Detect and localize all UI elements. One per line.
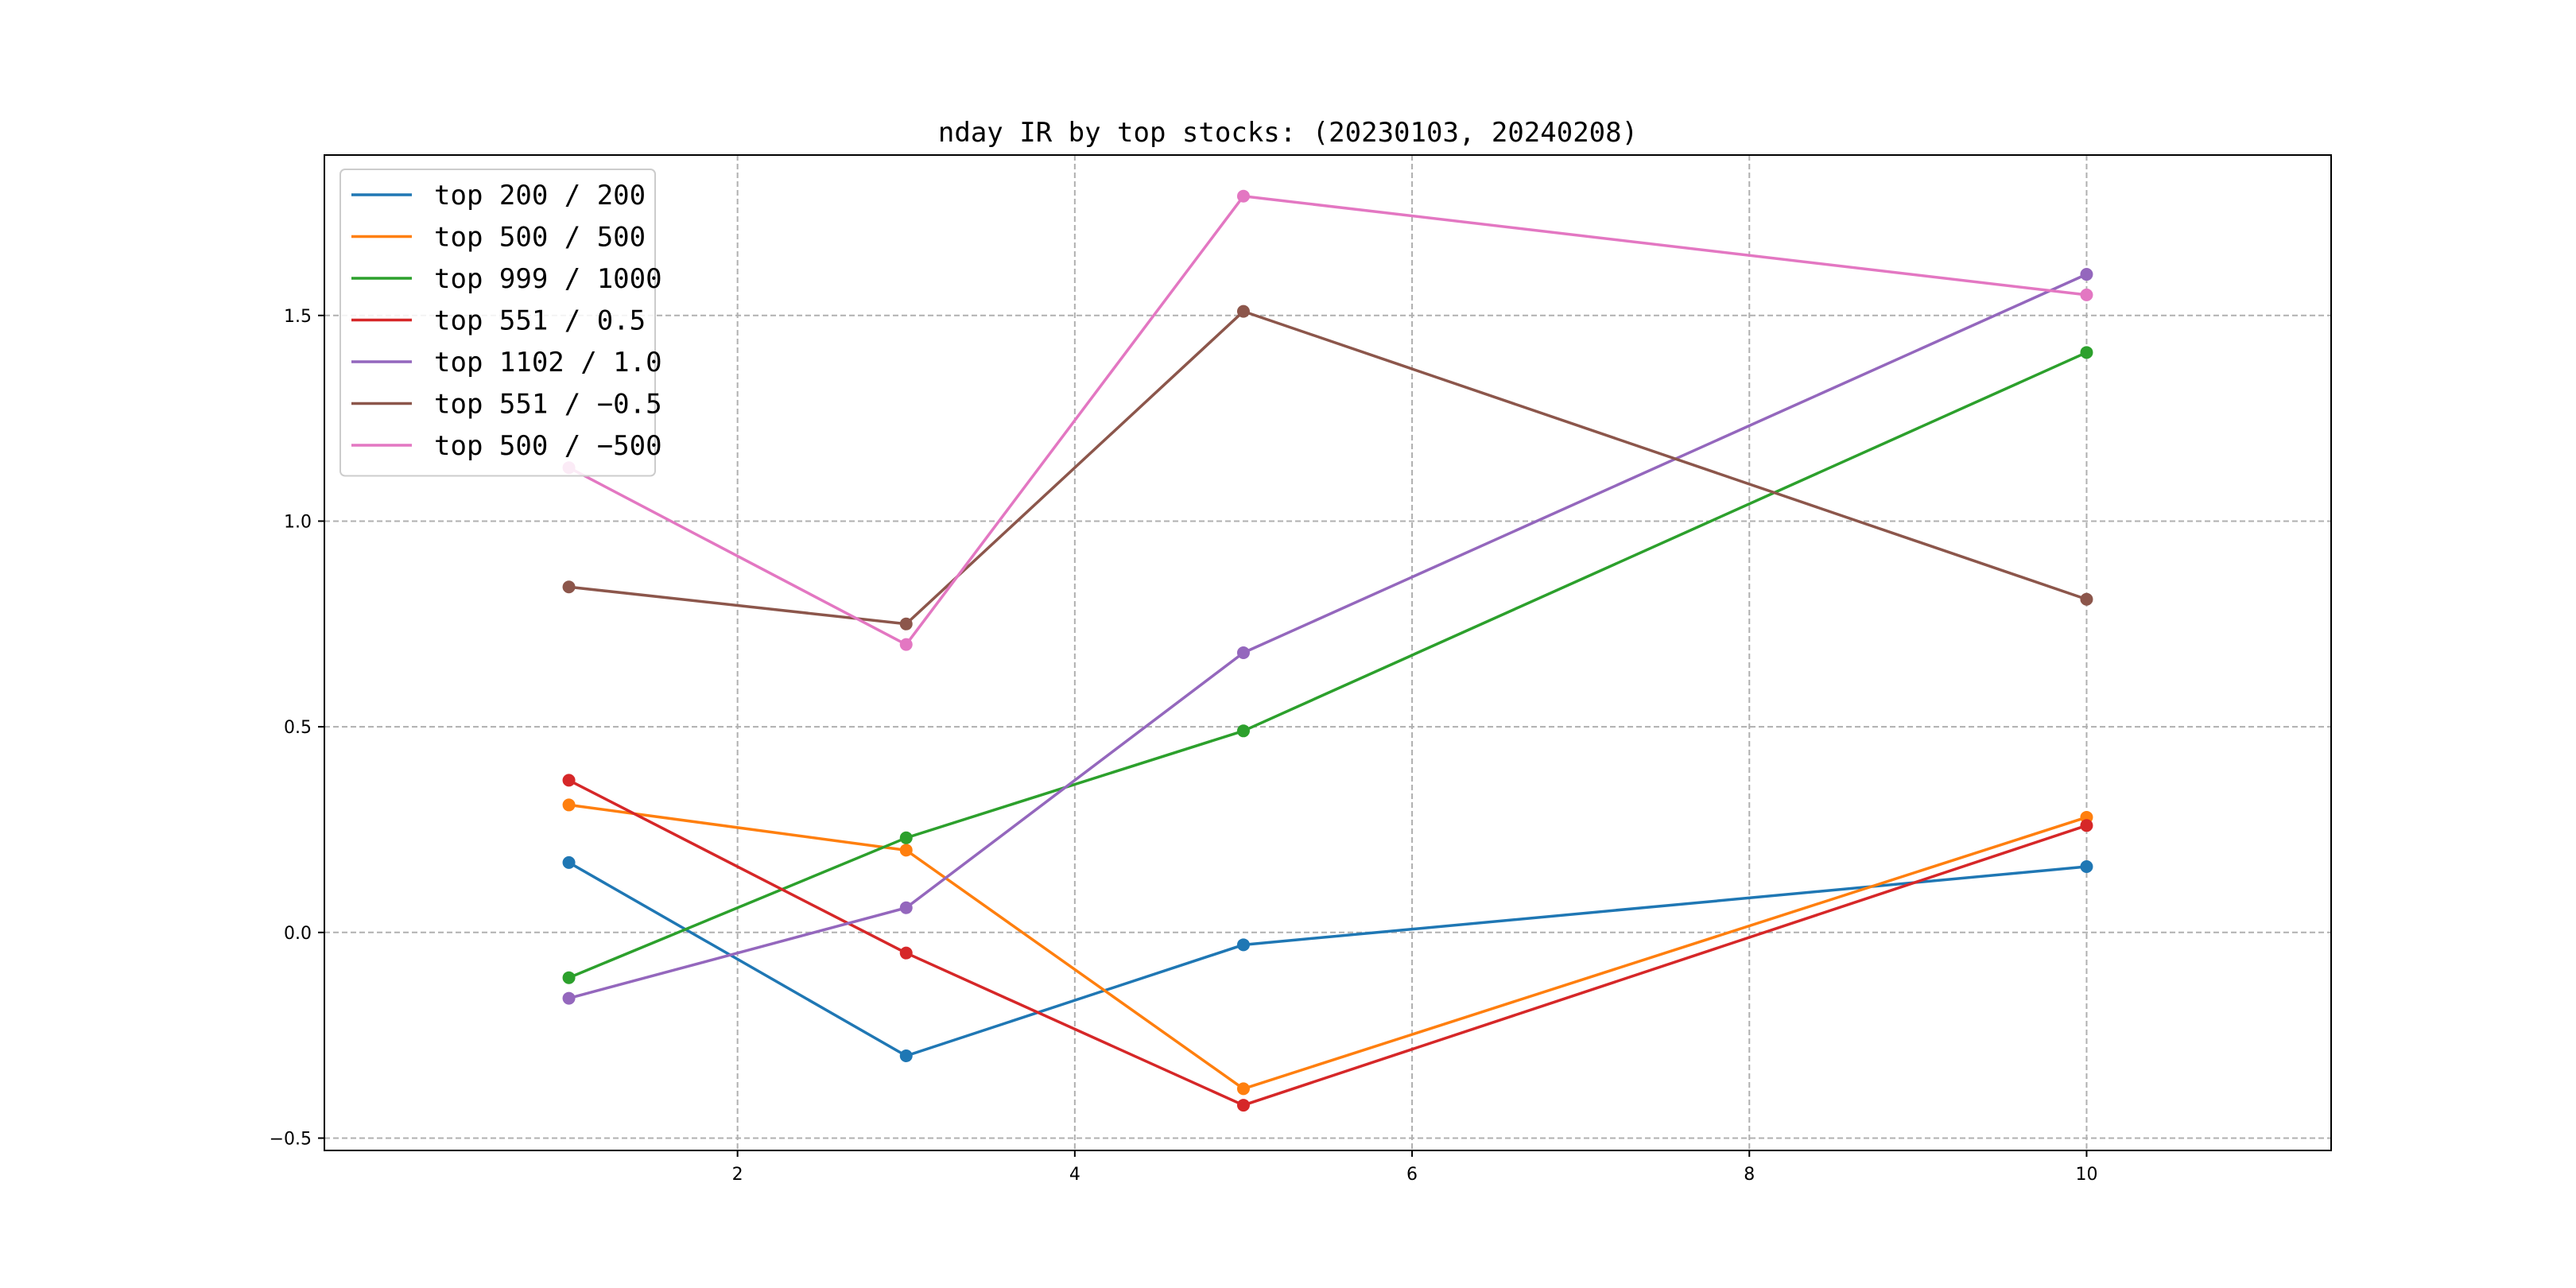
data-point bbox=[899, 1049, 913, 1063]
data-point bbox=[899, 946, 913, 960]
legend-label: top 999 / 1000 bbox=[434, 263, 662, 295]
legend-label: top 551 / 0.5 bbox=[434, 305, 646, 337]
data-point bbox=[1236, 1082, 1250, 1096]
x-tick-label: 8 bbox=[1744, 1165, 1755, 1185]
data-point bbox=[899, 638, 913, 651]
legend-label: top 551 / −0.5 bbox=[434, 389, 662, 421]
data-point bbox=[899, 901, 913, 914]
series-line bbox=[568, 778, 2088, 1107]
plot-frame bbox=[324, 154, 2332, 1151]
data-point bbox=[562, 855, 576, 869]
data-point bbox=[1236, 189, 1250, 203]
series-line bbox=[568, 309, 2088, 626]
data-point bbox=[562, 971, 576, 984]
legend-box bbox=[339, 169, 656, 477]
y-tick-label: −0.5 bbox=[270, 1129, 312, 1149]
data-point bbox=[2080, 288, 2093, 301]
data-point bbox=[2080, 819, 2093, 832]
data-point bbox=[562, 774, 576, 787]
series-line bbox=[568, 351, 2088, 980]
data-point bbox=[1236, 1099, 1250, 1112]
data-point bbox=[899, 844, 913, 857]
legend-label: top 500 / −500 bbox=[434, 430, 662, 462]
series-line bbox=[568, 194, 2087, 646]
data-point bbox=[1236, 305, 1250, 318]
legend-label: top 500 / 500 bbox=[434, 222, 646, 254]
legend-label: top 200 / 200 bbox=[434, 180, 646, 211]
x-tick-label: 2 bbox=[732, 1165, 743, 1185]
data-point bbox=[1236, 646, 1250, 659]
y-tick-label: 0.0 bbox=[284, 924, 312, 944]
series-line bbox=[568, 861, 2087, 1057]
data-point bbox=[562, 798, 576, 812]
data-point bbox=[2080, 346, 2093, 359]
y-tick-label: 1.5 bbox=[284, 307, 312, 327]
data-point bbox=[562, 580, 576, 594]
legend-label: top 1102 / 1.0 bbox=[434, 347, 662, 378]
x-tick-label: 4 bbox=[1069, 1165, 1080, 1185]
data-point bbox=[899, 617, 913, 630]
data-point bbox=[899, 831, 913, 844]
chart-title: nday IR by top stocks: (20230103, 202402… bbox=[938, 117, 1638, 149]
legend: top 200 / 200 top 500 / 500 top 999 / 1000… bbox=[339, 169, 662, 477]
y-tick-label: 1.0 bbox=[284, 512, 312, 532]
x-tick-label: 10 bbox=[2075, 1165, 2097, 1185]
series-line bbox=[568, 803, 2087, 1091]
data-point bbox=[562, 991, 576, 1005]
data-point bbox=[1236, 938, 1250, 952]
series-line bbox=[568, 273, 2088, 1000]
series-layer bbox=[562, 189, 2093, 1112]
data-point bbox=[2080, 268, 2093, 281]
axis-ticks: 2 4 6 8 10 −0.5 0.0 0.5 1.0 1.5 bbox=[270, 307, 2098, 1185]
data-point bbox=[2080, 592, 2093, 606]
data-point bbox=[2080, 860, 2093, 874]
x-tick-label: 6 bbox=[1406, 1165, 1418, 1185]
y-tick-label: 0.5 bbox=[284, 718, 312, 738]
data-point bbox=[1236, 724, 1250, 738]
